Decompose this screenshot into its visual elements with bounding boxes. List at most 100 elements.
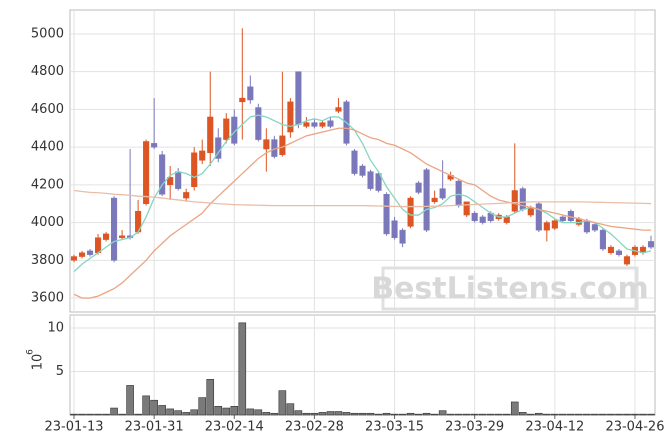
candle-body: [175, 171, 182, 189]
y-tick-label: 4600: [31, 102, 64, 117]
volume-bar: [470, 413, 479, 416]
candle-body: [94, 237, 102, 254]
volume-bar: [78, 413, 86, 416]
volume-bar: [70, 413, 78, 416]
volume-bar: [262, 412, 271, 416]
y-tick-label: 10: [47, 321, 64, 336]
candle-body: [335, 107, 342, 112]
watermark-frame: [381, 266, 639, 311]
candle-body: [559, 216, 566, 221]
candle-body: [479, 216, 486, 223]
volume-bar: [526, 413, 535, 416]
volume-bar: [326, 411, 335, 416]
candle-body: [415, 182, 422, 193]
volume-bar: [543, 413, 551, 416]
volume-bar: [502, 413, 511, 416]
candle-body: [423, 169, 430, 231]
volume-bar: [430, 413, 439, 416]
candle-body: [143, 141, 150, 204]
candle-body: [191, 152, 198, 187]
volume-bar: [350, 412, 359, 416]
y-tick-label: 5: [56, 364, 64, 379]
volume-bar: [198, 397, 207, 416]
volume-bar: [310, 412, 319, 416]
candle-body: [119, 235, 126, 238]
watermark: BestListens.com: [371, 272, 649, 307]
volume-bar: [615, 413, 623, 416]
candle-body: [471, 212, 478, 221]
candle-body: [78, 252, 86, 257]
candle-body: [167, 177, 174, 186]
volume-bar: [414, 413, 423, 416]
volume-bar: [446, 413, 455, 416]
volume-bar: [607, 413, 615, 416]
volume-scale-exponent: 6: [26, 349, 36, 355]
y-tick-label: 4400: [31, 140, 64, 155]
candle-body: [511, 190, 518, 212]
price-panel: [69, 9, 656, 313]
x-tick-label: 23-03-29: [445, 420, 504, 435]
candle-body: [151, 143, 158, 148]
volume-bar: [190, 409, 199, 416]
candle-body: [247, 86, 254, 101]
volume-bar: [567, 413, 575, 416]
watermark-box: BestListens.com: [371, 266, 649, 311]
candle-body: [223, 118, 230, 140]
volume-scale-base: 10: [31, 354, 46, 371]
volume-bar: [334, 411, 343, 416]
volume-bar: [182, 412, 190, 416]
candle-body: [503, 216, 510, 223]
candle-body: [431, 197, 438, 203]
y-tick-label: 3600: [31, 291, 64, 306]
candle-body: [463, 201, 470, 216]
candle-body: [551, 220, 558, 229]
volume-bar: [591, 413, 599, 416]
candle-body: [279, 135, 286, 155]
candle-body: [327, 120, 334, 127]
candle-body: [295, 71, 302, 125]
volume-bar: [583, 413, 591, 416]
volume-bar: [86, 413, 94, 416]
x-tick-label: 23-02-28: [285, 420, 344, 435]
candle-body: [535, 203, 542, 231]
candle-body: [70, 256, 78, 261]
moving-average-line: [73, 114, 652, 273]
volume-bar: [486, 413, 495, 416]
volume-bar: [318, 412, 327, 416]
volume-bar: [102, 413, 110, 416]
volume-bar: [551, 413, 559, 416]
volume-bar: [246, 408, 255, 416]
candle-body: [319, 122, 326, 127]
volume-bar: [575, 413, 583, 416]
volume-bar: [358, 412, 367, 416]
volume-bar: [142, 395, 150, 416]
candle-body: [391, 220, 398, 238]
x-tick-label: 23-03-15: [365, 420, 424, 435]
volume-bar: [366, 412, 375, 416]
volume-bar: [462, 413, 471, 416]
volume-bar: [126, 385, 134, 416]
volume-bar: [110, 407, 118, 416]
moving-average-line: [73, 189, 652, 208]
volume-bar: [382, 412, 391, 416]
volume-bar: [631, 413, 639, 416]
candle-body: [543, 222, 550, 231]
candle-body: [207, 116, 214, 154]
volume-bar: [278, 390, 287, 416]
y-tick-label: 4800: [31, 64, 64, 79]
candle-body: [455, 180, 462, 206]
candle-body: [159, 154, 166, 195]
candle-body: [591, 224, 598, 231]
candle-body: [287, 101, 294, 133]
x-tick-label: 23-02-14: [205, 420, 264, 435]
moving-average-line: [73, 127, 651, 299]
volume-bar: [94, 413, 102, 416]
volume-bar: [230, 406, 239, 416]
volume-bar: [270, 412, 279, 416]
volume-bar: [438, 410, 447, 416]
candle-body: [263, 139, 270, 150]
volume-bar: [623, 413, 631, 416]
y-tick-label: 4000: [31, 215, 64, 230]
volume-bar: [510, 401, 519, 416]
